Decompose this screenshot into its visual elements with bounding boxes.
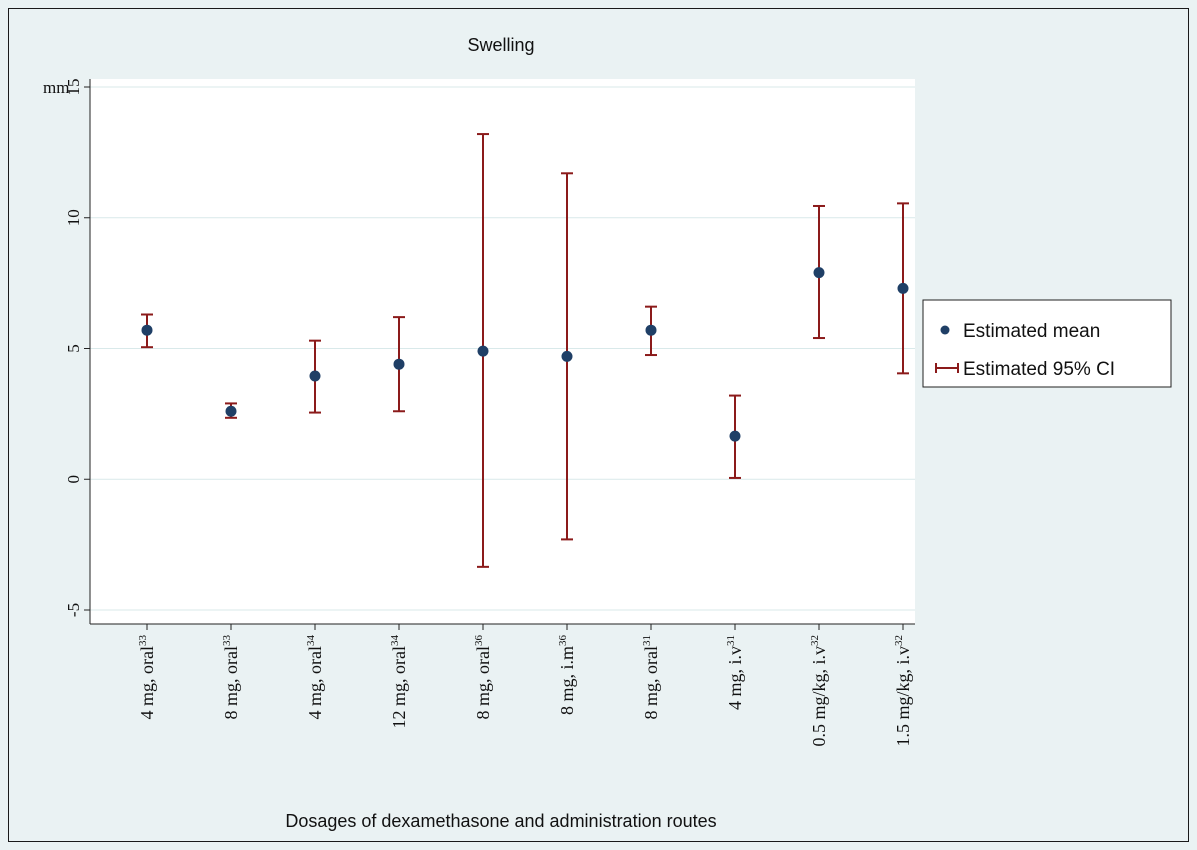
mean-point bbox=[729, 430, 741, 442]
x-tick-label: 8 mg, i.m36 bbox=[557, 635, 577, 716]
y-ticks: -5 0 5 10 15 bbox=[64, 79, 90, 617]
x-tick-label: 4 mg, oral33 bbox=[137, 635, 157, 720]
legend-box bbox=[922, 299, 1172, 388]
mean-point bbox=[225, 405, 237, 417]
mean-points bbox=[141, 267, 909, 442]
x-tick-label: 8 mg, oral31 bbox=[641, 635, 661, 720]
y-axis-label: mm bbox=[43, 78, 69, 97]
x-ticks: 4 mg, oral33 8 mg, oral33 4 mg, oral34 12 m… bbox=[137, 624, 913, 747]
y-tick-label: 0 bbox=[64, 475, 83, 484]
x-tick-label: 0.5 mg/kg, i.v32 bbox=[809, 635, 829, 747]
legend-mean-marker bbox=[940, 325, 950, 335]
legend-mean-label: Estimated mean bbox=[963, 321, 1100, 342]
legend-ci-label: Estimated 95% CI bbox=[963, 359, 1115, 380]
x-tick-label: 12 mg, oral34 bbox=[389, 635, 409, 729]
mean-point bbox=[309, 370, 321, 382]
y-tick-label: 15 bbox=[64, 79, 83, 96]
y-tick-label: -5 bbox=[64, 603, 83, 617]
x-tick-label: 8 mg, oral36 bbox=[473, 635, 493, 720]
y-tick-label: 5 bbox=[64, 344, 83, 353]
y-tick-label: 10 bbox=[64, 209, 83, 226]
mean-point bbox=[477, 345, 489, 357]
x-tick-label: 1.5 mg/kg, i.v32 bbox=[893, 635, 913, 747]
legend-ci-marker bbox=[935, 363, 959, 373]
legend: Estimated mean Estimated 95% CI bbox=[922, 299, 1172, 388]
x-tick-label: 8 mg, oral33 bbox=[221, 635, 241, 720]
mean-point bbox=[561, 350, 573, 362]
x-tick-label: 4 mg, i.v31 bbox=[725, 635, 745, 710]
mean-point bbox=[813, 267, 825, 279]
gridlines bbox=[90, 86, 915, 611]
chart-title: Swelling bbox=[467, 35, 534, 55]
mean-point bbox=[645, 324, 657, 336]
x-axis-label: Dosages of dexamethasone and administrat… bbox=[285, 811, 716, 831]
chart-frame: -5 0 5 10 15 4 mg, oral33 8 mg, oral33 4 mg, o… bbox=[8, 8, 1189, 842]
plot-area bbox=[90, 79, 915, 624]
mean-point bbox=[897, 282, 909, 294]
mean-point bbox=[141, 324, 153, 336]
mean-point bbox=[393, 358, 405, 370]
x-tick-label: 4 mg, oral34 bbox=[305, 635, 325, 720]
